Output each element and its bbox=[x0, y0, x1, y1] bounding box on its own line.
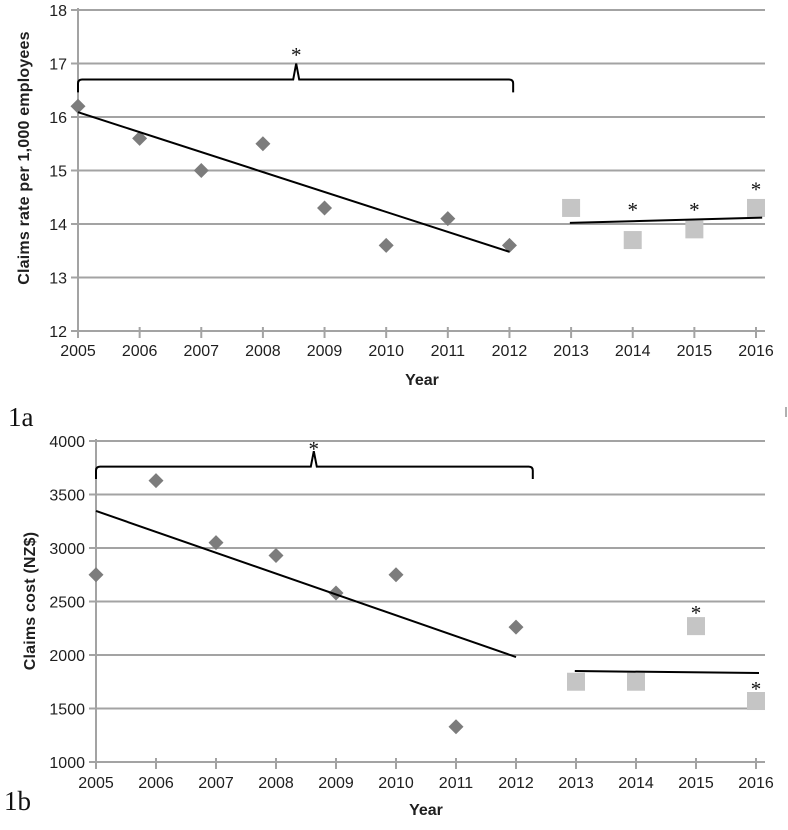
x-tick-label-2009: 2009 bbox=[307, 343, 343, 360]
x-tick-label-2014: 2014 bbox=[615, 343, 651, 360]
point-claims-rate-2013-2016-2014 bbox=[623, 231, 642, 250]
y-tick-label-1000: 1000 bbox=[49, 755, 85, 772]
x-tick-label-2012: 2012 bbox=[492, 343, 528, 360]
x-tick-label-2008: 2008 bbox=[245, 343, 281, 360]
point-claims-rate-2005-2012-2011 bbox=[440, 211, 456, 227]
x-tick-label-2012: 2012 bbox=[498, 775, 534, 792]
y-tick-label-3500: 3500 bbox=[49, 487, 85, 504]
point-claims-rate-2005-2012-2005 bbox=[70, 98, 86, 114]
point-claims-cost-2005-2012-2012 bbox=[508, 619, 524, 635]
x-tick-label-2010: 2010 bbox=[368, 343, 404, 360]
point-claims-cost-2005-2012-2005 bbox=[88, 567, 104, 583]
significance-bracket bbox=[77, 63, 515, 93]
y-axis-title-claims-cost: Claims cost (NZ$) bbox=[22, 531, 39, 671]
x-tick-label-2013: 2013 bbox=[558, 775, 594, 792]
x-tick-label-2013: 2013 bbox=[553, 343, 589, 360]
significance-star-2016: * bbox=[751, 677, 762, 701]
x-tick-label-2005: 2005 bbox=[78, 775, 114, 792]
y-tick-label-13: 13 bbox=[49, 270, 67, 287]
x-tick-label-2009: 2009 bbox=[318, 775, 354, 792]
significance-star-2016: * bbox=[751, 178, 762, 202]
y-tick-label-12: 12 bbox=[49, 324, 67, 341]
y-tick-label-2500: 2500 bbox=[49, 594, 85, 611]
point-claims-rate-2005-2012-2007 bbox=[193, 163, 209, 178]
scan-artifact bbox=[785, 407, 787, 417]
chart-claims-cost: 1000 1500 2000 2500 3000 3500 4000 2005 2006 2007… bbox=[49, 434, 773, 792]
panel-label-1a: 1a bbox=[8, 402, 34, 432]
point-claims-cost-2005-2012-2006 bbox=[148, 473, 164, 489]
x-tick-label-2006: 2006 bbox=[138, 775, 174, 792]
point-claims-rate-2013-2016-2016 bbox=[747, 198, 765, 217]
point-claims-cost-2005-2012-2007 bbox=[208, 535, 224, 551]
y-axis-title-claims-rate: Claims rate per 1,000 employees bbox=[16, 31, 33, 285]
x-tick-label-2007: 2007 bbox=[198, 775, 234, 792]
point-claims-rate-2005-2012-2008 bbox=[255, 136, 271, 152]
point-claims-rate-2013-2016-2015 bbox=[685, 220, 704, 239]
point-claims-cost-2005-2012-2008 bbox=[268, 547, 284, 563]
x-tick-label-2008: 2008 bbox=[258, 775, 294, 792]
x-tick-label-2011: 2011 bbox=[439, 775, 474, 792]
point-claims-cost-2013-2016-2013 bbox=[567, 672, 585, 691]
x-tick-label-2015: 2015 bbox=[678, 775, 714, 792]
y-tick-label-17: 17 bbox=[49, 56, 67, 73]
trendline-trend-2013-2016 bbox=[569, 216, 763, 224]
point-claims-cost-2005-2012-2011 bbox=[448, 719, 464, 735]
point-claims-cost-2013-2016-2016 bbox=[747, 692, 765, 711]
x-tick-label-2016: 2016 bbox=[738, 343, 774, 360]
trendline-trend-2013-2016 bbox=[574, 670, 760, 674]
point-claims-rate-2005-2012-2009 bbox=[317, 200, 333, 216]
significance-bracket bbox=[95, 450, 534, 479]
point-claims-cost-2013-2016-2014 bbox=[627, 672, 645, 691]
y-tick-label-2000: 2000 bbox=[49, 648, 85, 665]
x-tick-label-2006: 2006 bbox=[122, 343, 158, 360]
y-tick-label-16: 16 bbox=[49, 110, 67, 127]
significance-star-bracket: * bbox=[309, 437, 320, 461]
y-tick-label-15: 15 bbox=[49, 163, 67, 180]
significance-star-2014: * bbox=[627, 198, 638, 222]
significance-star-2015: * bbox=[691, 601, 702, 625]
x-tick-label-2011: 2011 bbox=[431, 343, 466, 360]
x-tick-label-2015: 2015 bbox=[677, 343, 713, 360]
x-tick-label-2007: 2007 bbox=[183, 343, 219, 360]
significance-star-bracket: * bbox=[291, 43, 302, 67]
y-tick-label-18: 18 bbox=[49, 3, 67, 20]
x-axis-title-claims-cost: Year bbox=[409, 802, 443, 819]
point-claims-rate-2005-2012-2012 bbox=[501, 237, 517, 253]
trendline-trend-2005-2012 bbox=[77, 111, 510, 253]
trendline-trend-2005-2012 bbox=[95, 510, 517, 658]
point-claims-cost-2013-2016-2015 bbox=[687, 617, 705, 636]
x-tick-label-2005: 2005 bbox=[60, 343, 96, 360]
significance-star-2015: * bbox=[689, 198, 700, 222]
panel-label-1b: 1b bbox=[4, 786, 31, 816]
chart-claims-rate: 12 13 14 15 16 17 18 2005 2006 2007 2008 2009 2010 20… bbox=[49, 3, 774, 360]
y-tick-label-14: 14 bbox=[49, 217, 67, 234]
y-tick-label-4000: 4000 bbox=[49, 434, 85, 451]
point-claims-rate-2005-2012-2006 bbox=[132, 130, 148, 146]
x-tick-label-2016: 2016 bbox=[738, 775, 774, 792]
y-tick-label-1500: 1500 bbox=[49, 701, 85, 718]
point-claims-rate-2005-2012-2010 bbox=[378, 237, 394, 253]
y-tick-label-3000: 3000 bbox=[49, 541, 85, 558]
x-tick-label-2014: 2014 bbox=[618, 775, 654, 792]
point-claims-rate-2013-2016-2013 bbox=[562, 198, 581, 217]
point-claims-cost-2005-2012-2010 bbox=[388, 567, 404, 583]
x-tick-label-2010: 2010 bbox=[378, 775, 414, 792]
x-axis-title-claims-rate: Year bbox=[405, 372, 439, 389]
